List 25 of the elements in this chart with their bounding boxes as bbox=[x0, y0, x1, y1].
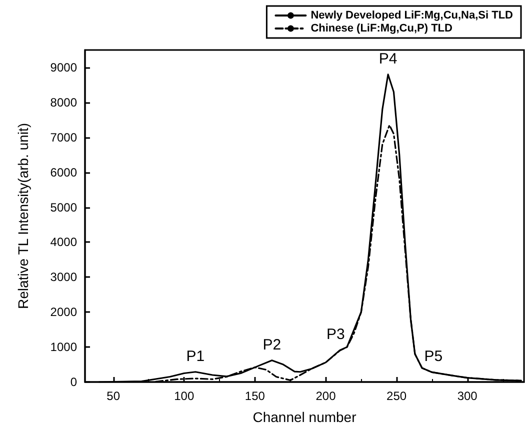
legend-label: Newly Developed LiF:Mg,Cu,Na,Si TLD bbox=[310, 10, 514, 22]
x-tick-label: 150 bbox=[244, 389, 266, 403]
legend-label: Chinese (LiF:Mg,Cu,P) TLD bbox=[310, 22, 453, 34]
y-tick-label: 8000 bbox=[50, 95, 78, 110]
x-axis-title: Channel number bbox=[252, 409, 357, 425]
x-tick-label: 250 bbox=[386, 389, 407, 403]
annotation: P1 bbox=[186, 348, 205, 365]
x-tick-label: 300 bbox=[457, 389, 478, 403]
x-tick-label: 50 bbox=[106, 389, 120, 403]
annotation: P5 bbox=[424, 348, 443, 366]
y-tick-label: 3000 bbox=[50, 270, 78, 284]
y-tick-label: 1000 bbox=[50, 340, 78, 354]
y-tick-label: 4000 bbox=[50, 235, 78, 250]
y-tick-label: 7000 bbox=[50, 130, 78, 144]
x-tick-label: 100 bbox=[174, 389, 194, 403]
y-tick-label: 6000 bbox=[50, 165, 78, 180]
annotation: P3 bbox=[326, 326, 345, 344]
y-tick-label: 2000 bbox=[50, 305, 78, 320]
annotation: P2 bbox=[262, 336, 282, 354]
y-tick-label: 9000 bbox=[50, 60, 78, 74]
annotation: P4 bbox=[378, 50, 398, 68]
y-tick-label: 0 bbox=[70, 375, 78, 389]
y-axis-title: Relative TL Intensity(arb. unit) bbox=[15, 123, 31, 309]
y-tick-label: 5000 bbox=[50, 200, 78, 214]
x-tick-label: 200 bbox=[316, 389, 336, 403]
